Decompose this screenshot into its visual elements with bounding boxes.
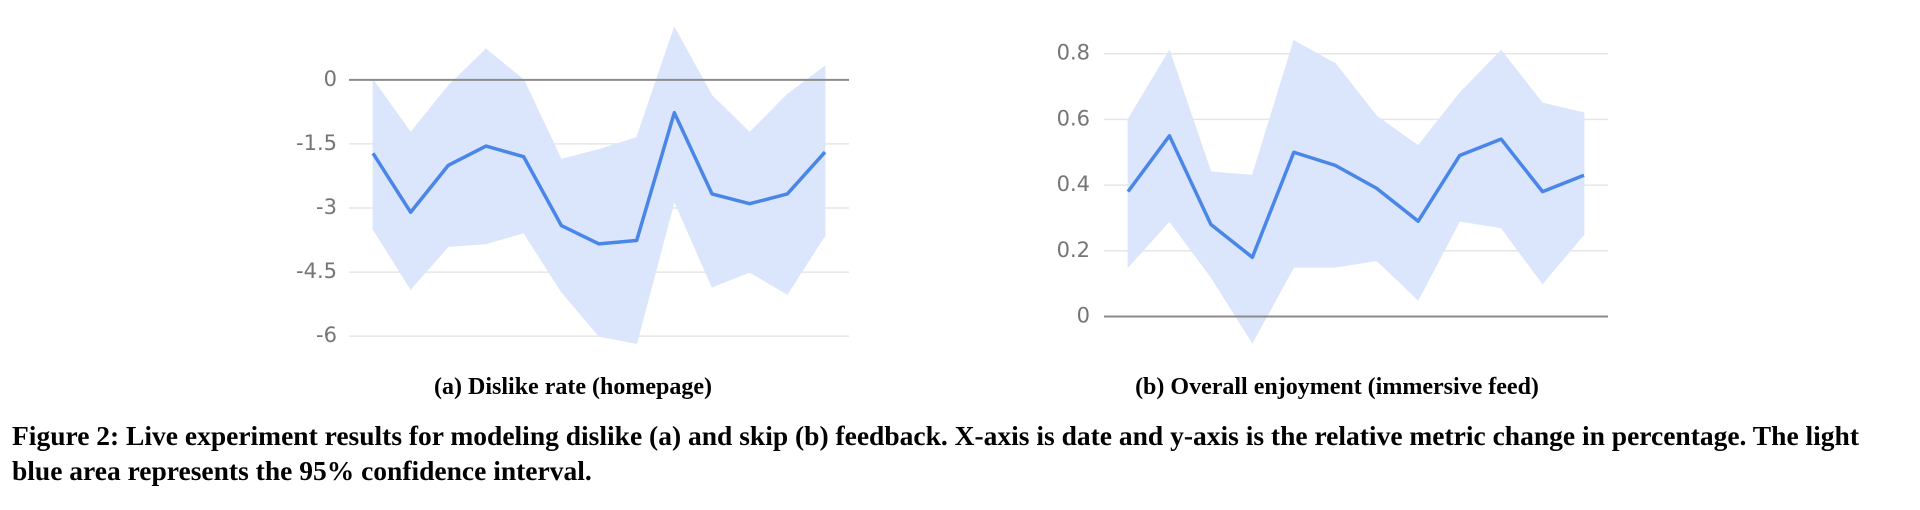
subfigure-caption: (b) Overall enjoyment (immersive feed) xyxy=(1135,374,1539,400)
figure: 0 -1.5 -3 -4.5 -6 (a) Dislike rate (homepage)… xyxy=(296,27,1608,400)
mean-line xyxy=(1126,134,1585,260)
mean-line xyxy=(371,110,827,246)
y-tick-label: -3 xyxy=(316,195,337,219)
confidence-band xyxy=(636,27,675,344)
confidence-band xyxy=(523,79,562,294)
confidence-band xyxy=(711,94,751,288)
figure-caption: Figure 2: Live experiment results for mo… xyxy=(12,420,1860,486)
confidence-band xyxy=(1169,50,1212,279)
y-tick-label: 0.6 xyxy=(1057,106,1090,130)
y-tick-label: 0.2 xyxy=(1057,238,1090,262)
confidence-band xyxy=(786,65,826,296)
y-tick-label: 0 xyxy=(1077,303,1090,327)
confidence-band xyxy=(1542,102,1585,285)
confidence-band xyxy=(1127,48,1170,269)
y-tick-label: 0.4 xyxy=(1057,172,1090,196)
confidence-band xyxy=(1459,49,1502,229)
y-tick-label: -1.5 xyxy=(296,131,337,155)
confidence-band xyxy=(1334,62,1378,268)
y-tick-label: 0 xyxy=(324,67,337,91)
y-tick-label: 0.8 xyxy=(1057,41,1090,65)
subfigure-caption: (a) Dislike rate (homepage) xyxy=(434,374,712,400)
confidence-band xyxy=(1376,115,1419,301)
y-tick-label: -6 xyxy=(316,323,337,347)
confidence-band xyxy=(1417,91,1461,301)
confidence-band xyxy=(1251,40,1295,343)
y-tick-label: -4.5 xyxy=(296,259,337,283)
